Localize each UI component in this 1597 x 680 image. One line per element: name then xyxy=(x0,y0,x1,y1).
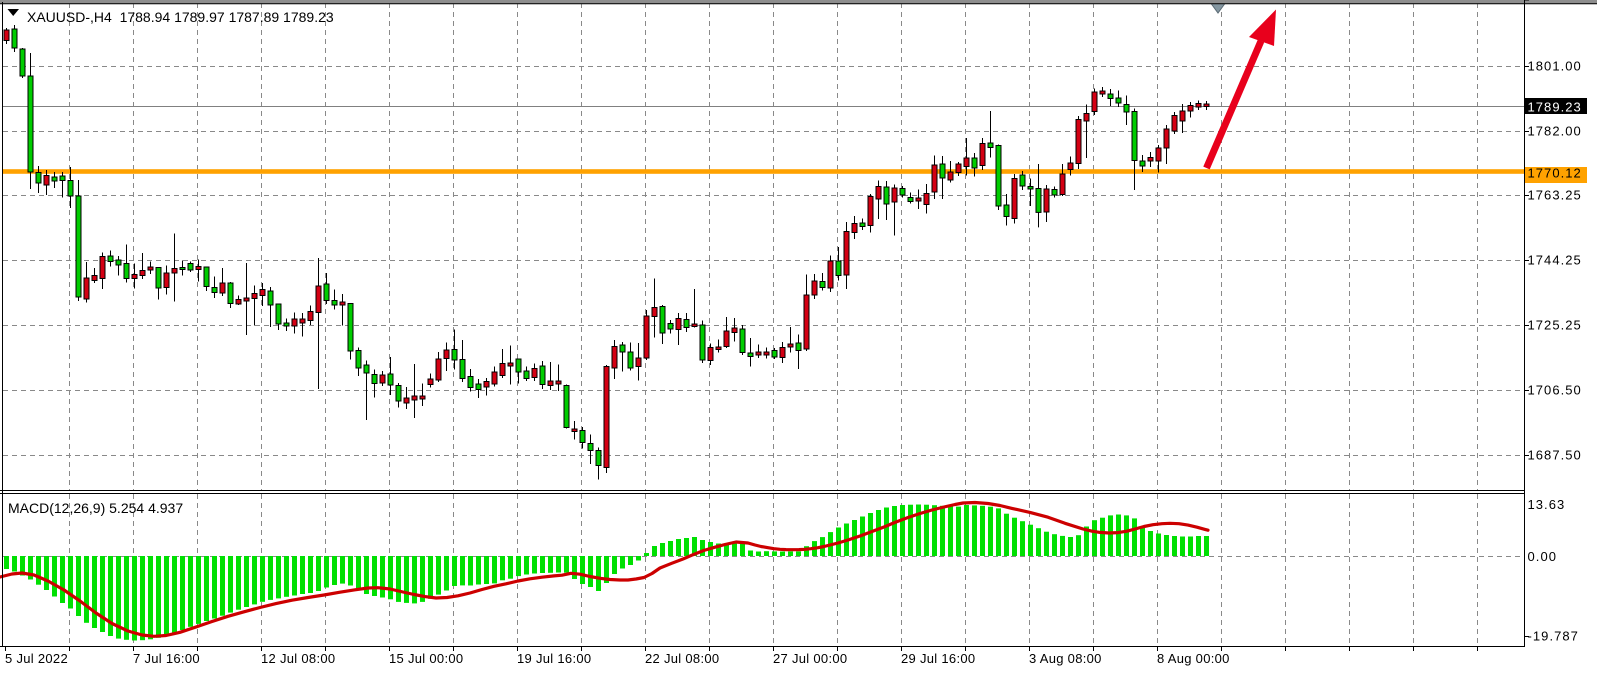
svg-text:-19.787: -19.787 xyxy=(1528,629,1579,644)
svg-text:1789.23: 1789.23 xyxy=(1528,100,1582,115)
svg-text:1687.50: 1687.50 xyxy=(1528,448,1582,463)
svg-text:13.63: 13.63 xyxy=(1528,497,1566,512)
svg-text:12 Jul 08:00: 12 Jul 08:00 xyxy=(261,651,335,666)
svg-text:3 Aug 08:00: 3 Aug 08:00 xyxy=(1029,651,1102,666)
svg-text:1725.25: 1725.25 xyxy=(1528,318,1582,333)
svg-text:1744.25: 1744.25 xyxy=(1528,253,1582,268)
svg-text:XAUUSD-,H4 1788.94 1789.97 17: XAUUSD-,H4 1788.94 1789.97 1787.89 1789.… xyxy=(27,9,334,25)
svg-text:5 Jul 2022: 5 Jul 2022 xyxy=(5,651,68,666)
svg-text:0.00: 0.00 xyxy=(1528,549,1558,564)
svg-text:27 Jul 00:00: 27 Jul 00:00 xyxy=(773,651,847,666)
svg-text:1801.00: 1801.00 xyxy=(1528,59,1582,74)
svg-text:29 Jul 16:00: 29 Jul 16:00 xyxy=(901,651,975,666)
svg-text:1782.00: 1782.00 xyxy=(1528,124,1582,139)
svg-text:1770.12: 1770.12 xyxy=(1528,166,1582,181)
svg-text:7 Jul 16:00: 7 Jul 16:00 xyxy=(133,651,200,666)
svg-text:1763.25: 1763.25 xyxy=(1528,188,1582,203)
svg-text:1706.50: 1706.50 xyxy=(1528,383,1582,398)
svg-text:8 Aug 00:00: 8 Aug 00:00 xyxy=(1157,651,1230,666)
svg-text:15 Jul 00:00: 15 Jul 00:00 xyxy=(389,651,463,666)
svg-text:19 Jul 16:00: 19 Jul 16:00 xyxy=(517,651,591,666)
svg-text:22 Jul 08:00: 22 Jul 08:00 xyxy=(645,651,719,666)
svg-text:MACD(12,26,9) 5.254 4.937: MACD(12,26,9) 5.254 4.937 xyxy=(8,500,183,516)
